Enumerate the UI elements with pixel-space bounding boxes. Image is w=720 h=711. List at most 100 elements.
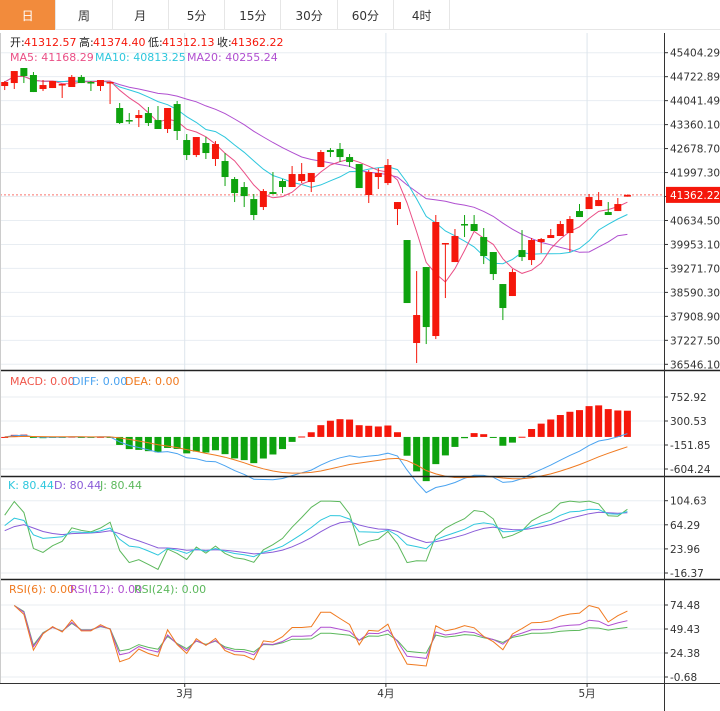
price-tick-label: 45404.29 [670, 48, 720, 60]
candle-body [576, 211, 583, 218]
x-tick-label: 3月 [176, 688, 193, 700]
open-value: 41312.57 [24, 36, 77, 49]
rsi-tick-label: 49.43 [670, 624, 700, 636]
candle-body [326, 150, 334, 153]
rsi-tick-label: -0.68 [670, 672, 697, 684]
current-price-badge [666, 186, 720, 203]
tab-5[interactable]: 30分 [281, 0, 338, 30]
candle-body [422, 267, 430, 328]
macd-bar [116, 436, 124, 445]
d-line [4, 511, 628, 555]
ma10-line [4, 75, 628, 265]
tab-3[interactable]: 5分 [169, 0, 226, 30]
rsi24-label: RSI(24): 0.00 [134, 583, 206, 596]
ma20-line [4, 75, 628, 253]
candle-body [135, 115, 143, 119]
macd-bar [1, 436, 9, 438]
macd-bar [125, 436, 133, 450]
candle-body [125, 120, 133, 122]
candle-body [221, 161, 229, 178]
candle-body [470, 224, 478, 232]
macd-bar [556, 415, 564, 437]
macd-bar [144, 436, 152, 452]
macd-bar [480, 434, 488, 437]
tab-2[interactable]: 月 [113, 0, 169, 30]
candle-body [144, 113, 152, 124]
candle-body [87, 82, 95, 84]
price-tick-label: 42678.70 [670, 144, 720, 156]
macd-bar [528, 428, 536, 437]
macd-bar [537, 423, 545, 437]
price-tick-label: 37227.50 [670, 335, 720, 347]
tab-6[interactable]: 60分 [338, 0, 395, 30]
low-label: 低: [148, 36, 163, 49]
tab-1[interactable]: 周 [56, 0, 113, 30]
macd-bar [298, 436, 306, 438]
price-tick-label: 37908.90 [670, 311, 720, 323]
macd-bar [269, 436, 277, 455]
candle-body [97, 80, 104, 87]
candle-body [231, 179, 239, 194]
rsi24-line [14, 605, 628, 654]
candle-body [192, 137, 200, 156]
rsi12-label: RSI(12): 0.00 [70, 583, 142, 596]
candle-body [183, 140, 191, 156]
candle-body [403, 240, 411, 304]
kdj-tick-label: -16.37 [670, 568, 704, 580]
candle-body [279, 181, 287, 188]
candle-body [623, 194, 631, 197]
tab-7[interactable]: 4时 [394, 0, 451, 30]
macd-bar [374, 426, 382, 437]
macd-bar [518, 436, 526, 438]
candle-body [269, 192, 277, 195]
candle-body [508, 272, 516, 297]
period-tabs: 日周月 5分 15分 30分 60分 4时 [0, 0, 720, 30]
candle-body [566, 219, 574, 234]
macd-bar [384, 425, 392, 437]
x-tick-label: 4月 [377, 688, 394, 700]
candle-body [393, 202, 401, 210]
candle-body [413, 315, 421, 344]
macd-bar [221, 436, 229, 455]
tab-0[interactable]: 日 [0, 0, 57, 30]
tab-4[interactable]: 15分 [225, 0, 282, 30]
candle-body [173, 104, 181, 132]
macd-bar [336, 419, 344, 437]
candle-body [211, 144, 219, 160]
price-tick-label: 36546.10 [670, 359, 720, 371]
kdj-tick-label: 104.63 [670, 496, 707, 508]
candle-body [384, 165, 392, 184]
candle-body [49, 81, 57, 89]
macd-bar [461, 436, 469, 439]
macd-bar [317, 425, 325, 437]
k-line [4, 508, 628, 558]
close-value: 41362.22 [231, 36, 284, 49]
macd-bar [135, 436, 143, 450]
candle-body [29, 75, 37, 93]
candle-body [585, 197, 593, 210]
close-label: 收: [217, 35, 232, 49]
candle-body [106, 82, 114, 84]
price-tick-label: 39953.10 [670, 239, 720, 251]
rsi6-label: RSI(6): 0.00 [9, 583, 74, 596]
current-price-label: 41362.22 [670, 190, 720, 202]
open-label: 开: [10, 36, 25, 49]
candle-body [259, 191, 267, 208]
macd-bar [211, 436, 219, 451]
candle-body [240, 187, 248, 197]
candle-body [1, 82, 9, 87]
macd-bar [508, 436, 516, 443]
macd-bar [346, 419, 354, 437]
x-tick-label: 5月 [578, 688, 595, 700]
price-tick-label: 39271.70 [670, 263, 720, 275]
candle-body [480, 237, 488, 257]
rsi6-line [13, 604, 628, 667]
macd-bar [489, 436, 497, 438]
candle-body [68, 77, 76, 88]
candle-body [604, 212, 612, 216]
candle-body [10, 71, 18, 84]
candle-body [489, 252, 497, 275]
candle-body [154, 120, 162, 130]
macd-bar [441, 436, 449, 456]
